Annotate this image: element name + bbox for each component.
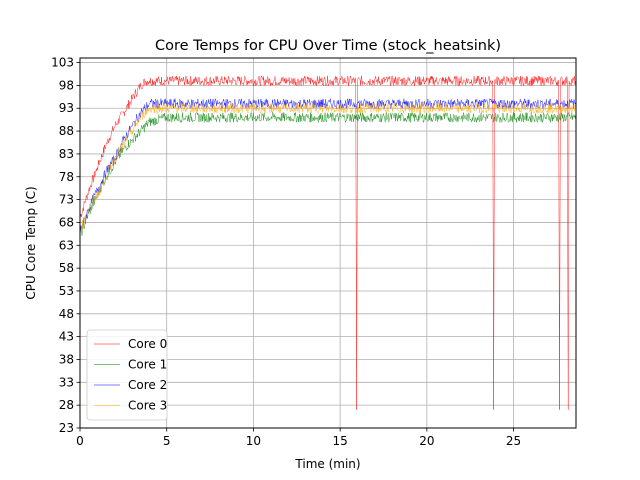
series-line-core-1 — [79, 111, 577, 237]
y-tick-label: 83 — [59, 147, 74, 161]
y-tick-label: 73 — [59, 193, 74, 207]
legend-label: Core 0 — [128, 337, 167, 351]
series-line-core-0 — [79, 75, 577, 410]
series-line-core-2 — [79, 97, 577, 232]
x-axis-ticks: 0 5 10 15 20 25 — [76, 428, 521, 448]
y-tick-label: 98 — [59, 78, 74, 92]
chart-title: Core Temps for CPU Over Time (stock_heat… — [155, 38, 501, 54]
y-axis-ticks: 23 28 33 38 43 48 53 58 63 68 73 78 83 88 93 98 103 — [51, 56, 80, 435]
y-tick-label: 63 — [59, 238, 74, 252]
legend: Core 0 Core 1 Core 2 Core 3 — [86, 329, 168, 421]
y-tick-label: 58 — [59, 261, 74, 275]
y-tick-label: 53 — [59, 284, 74, 298]
y-tick-label: 48 — [59, 307, 74, 321]
x-tick-label: 25 — [506, 434, 521, 448]
legend-label: Core 1 — [128, 358, 167, 372]
y-tick-label: 93 — [59, 101, 74, 115]
y-tick-label: 23 — [59, 421, 74, 435]
x-tick-label: 0 — [76, 434, 84, 448]
x-tick-label: 5 — [163, 434, 171, 448]
x-tick-label: 20 — [419, 434, 434, 448]
x-tick-label: 15 — [332, 434, 347, 448]
legend-label: Core 3 — [128, 399, 167, 413]
plot-frame — [79, 57, 577, 429]
y-tick-label: 28 — [59, 398, 74, 412]
y-tick-label: 78 — [59, 170, 74, 184]
series-line-core-3 — [79, 102, 577, 232]
y-tick-label: 68 — [59, 215, 74, 229]
series-lines — [79, 75, 577, 410]
y-tick-label: 33 — [59, 375, 74, 389]
legend-box — [86, 329, 168, 421]
y-tick-label: 103 — [51, 56, 74, 70]
x-axis-label: Time (min) — [294, 457, 360, 471]
y-tick-label: 38 — [59, 352, 74, 366]
x-tick-label: 10 — [246, 434, 261, 448]
y-axis-label: CPU Core Temp (C) — [24, 186, 38, 299]
y-tick-label: 88 — [59, 124, 74, 138]
y-tick-label: 43 — [59, 330, 74, 344]
legend-label: Core 2 — [128, 378, 167, 392]
